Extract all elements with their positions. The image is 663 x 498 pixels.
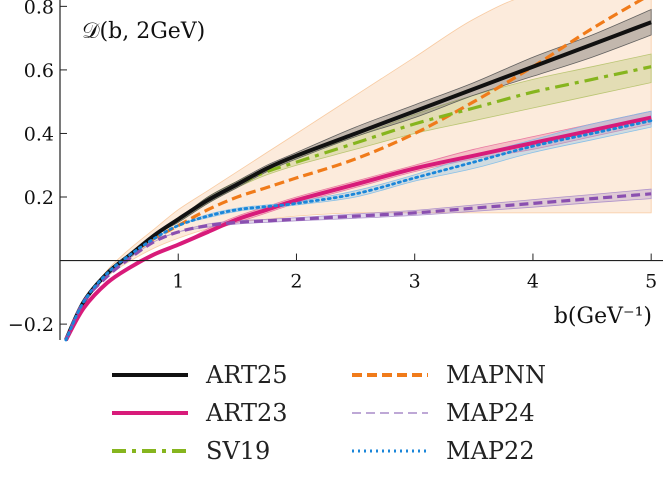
x-tick-label: 4 <box>527 271 539 293</box>
line-map22 <box>64 119 653 342</box>
legend-swatch-art23 <box>112 411 188 415</box>
y-tick-label: 0.6 <box>24 60 54 82</box>
legend-swatch-sv19 <box>112 449 188 453</box>
chart-plot: 1 2 3 4 5 −0.2 0.2 0.4 0.6 0.8 𝒟(b, 2GeV) b(GeV⁻¹… <box>8 0 663 342</box>
line-art23 <box>64 115 652 341</box>
legend-item-map24: MAP24 <box>350 393 535 433</box>
legend-swatch-map24 <box>352 412 428 414</box>
x-tick-label: 1 <box>172 271 184 293</box>
axes <box>59 0 663 340</box>
y-tick-label: 0.2 <box>24 187 54 209</box>
y-tick-label: −0.2 <box>8 314 54 336</box>
legend-swatch-mapnn <box>352 373 428 377</box>
legend-item-art25: ART25 <box>110 355 288 395</box>
axis-ticks: 1 2 3 4 5 −0.2 0.2 0.4 0.6 0.8 <box>8 0 657 336</box>
x-axis-label: b(GeV⁻¹) <box>554 304 652 329</box>
x-tick-label: 5 <box>645 271 657 293</box>
legend-item-mapnn: MAPNN <box>350 355 546 395</box>
series-lines <box>64 0 653 342</box>
legend-label-mapnn: MAPNN <box>446 361 547 389</box>
legend-label-sv19: SV19 <box>206 437 271 465</box>
legend-label-art23: ART23 <box>206 399 288 427</box>
legend-swatch-art25 <box>112 373 188 377</box>
legend-label-map24: MAP24 <box>446 399 535 427</box>
legend: ART25 ART23 SV19 MAPNN MAP24 MAP22 <box>0 350 663 490</box>
uncertainty-bands <box>65 0 652 341</box>
y-tick-label: 0.8 <box>24 0 54 18</box>
y-tick-label: 0.4 <box>24 123 54 145</box>
legend-item-sv19: SV19 <box>110 431 270 471</box>
x-tick-label: 3 <box>409 271 421 293</box>
x-tick-label: 2 <box>290 271 302 293</box>
legend-label-map22: MAP22 <box>446 437 535 465</box>
chart-annotation: 𝒟(b, 2GeV) <box>82 19 205 44</box>
legend-label-art25: ART25 <box>206 361 288 389</box>
legend-item-map22: MAP22 <box>350 431 535 471</box>
legend-swatch-map22 <box>352 449 428 453</box>
legend-item-art23: ART23 <box>110 393 288 433</box>
line-map24 <box>64 192 652 341</box>
